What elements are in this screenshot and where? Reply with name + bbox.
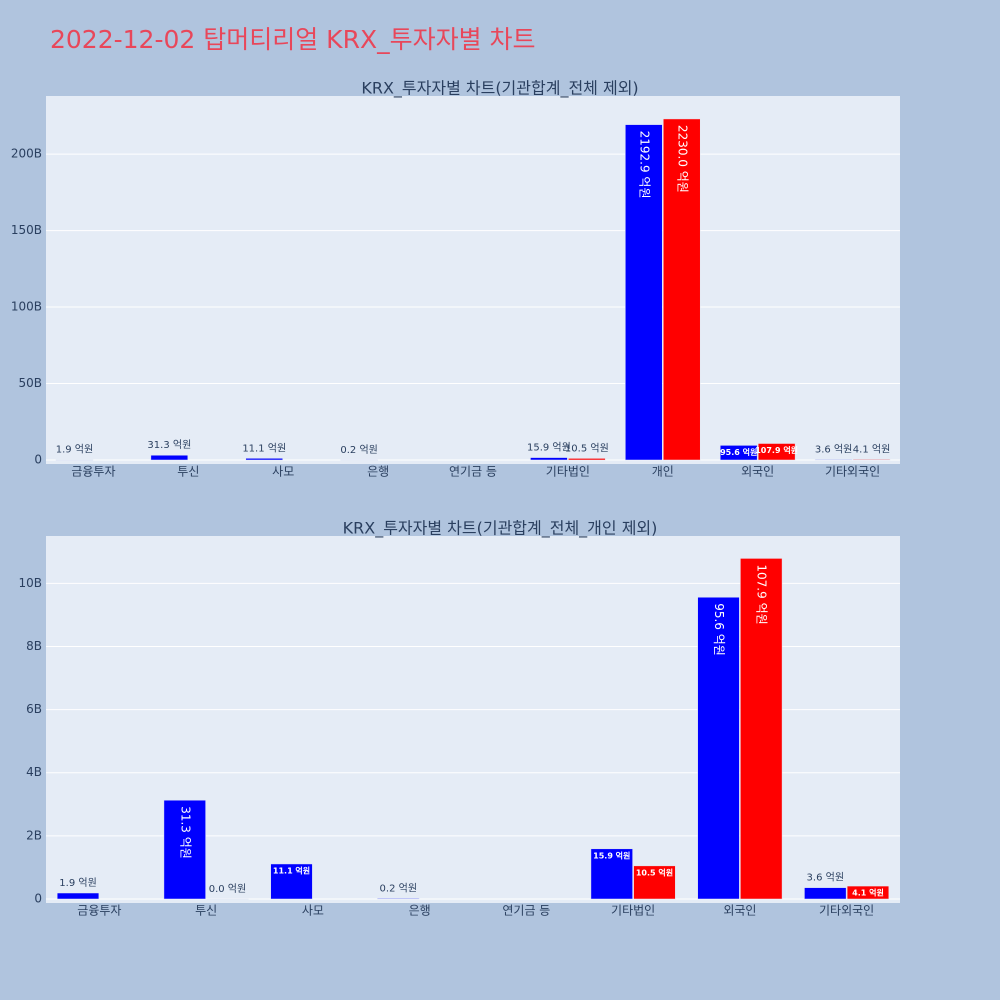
bar [663,118,701,461]
y-tick-label: 2B [26,828,42,842]
y-tick-label: 10B [18,576,42,590]
bar [245,458,283,461]
value-label: 1.9 억원 [59,877,96,889]
value-label: 4.1 억원 [852,888,884,898]
bar [568,458,606,461]
bar [270,863,313,900]
x-tick-label: 사모 [302,904,324,918]
value-label: 15.9 억원 [593,850,630,860]
bar [633,865,676,900]
bar [852,459,891,461]
value-label: 1.9 억원 [56,444,93,456]
y-tick-label: 50B [18,376,42,390]
y-tick-label: 0 [34,892,42,906]
chart-title: KRX_투자자별 차트(기관합계_전체_개인 제외) [343,519,658,539]
x-tick-label: 외국인 [741,465,774,479]
value-label: 107.9 억원 [755,445,798,455]
chart-title: KRX_투자자별 차트(기관합계_전체 제외) [361,79,638,99]
x-tick-label: 연기금 등 [449,465,497,479]
page-title: 2022-12-02 탑머티리얼 KRX_투자자별 차트 [50,25,536,54]
x-tick-label: 연기금 등 [502,904,550,918]
value-label: 10.5 억원 [565,442,609,454]
value-label: 0.2 억원 [340,444,377,456]
x-tick-label: 금융투자 [71,465,115,479]
value-label: 2230.0 억원 [675,125,689,193]
x-tick-label: 개인 [652,465,674,479]
value-label: 3.6 억원 [815,443,852,455]
value-label: 0.2 억원 [380,882,417,894]
value-label: 10.5 억원 [636,867,673,877]
value-label: 11.1 억원 [273,865,310,875]
value-label: 31.3 억원 [147,439,191,451]
value-label: 11.1 억원 [242,442,286,454]
bar [757,443,796,461]
bar [56,892,100,900]
bar [206,898,249,900]
y-tick-label: 8B [26,639,42,653]
x-tick-label: 기타법인 [611,904,655,918]
x-tick-label: 기타외국인 [819,904,874,918]
x-tick-label: 기타법인 [546,465,590,479]
x-tick-label: 사모 [272,465,294,479]
bar [719,445,758,461]
x-tick-label: 투신 [195,904,217,918]
plot-area [46,96,900,464]
y-tick-label: 6B [26,702,42,716]
x-tick-label: 기타외국인 [825,465,880,479]
bar [814,459,853,461]
y-tick-label: 4B [26,765,42,779]
x-tick-label: 은행 [409,903,431,918]
bar [740,558,783,900]
bar [55,459,94,461]
bar [377,898,420,900]
x-tick-label: 외국인 [723,904,756,918]
value-label: 15.9 억원 [527,442,571,454]
x-tick-label: 은행 [367,464,389,479]
value-label: 95.6 억원 [720,447,757,457]
y-tick-label: 150B [11,223,42,237]
x-tick-label: 투신 [177,465,199,479]
y-tick-label: 0 [34,453,42,467]
value-label: 95.6 억원 [712,603,726,656]
bar [625,124,663,461]
y-tick-label: 200B [11,147,42,161]
bar [530,457,568,461]
value-label: 31.3 억원 [178,806,192,859]
value-label: 2192.9 억원 [637,131,651,199]
bar [163,799,206,900]
bar [804,887,847,900]
value-label: 3.6 억원 [807,872,844,884]
value-label: 0.0 억원 [209,883,246,895]
bar [697,596,740,900]
bar [846,885,890,900]
y-tick-label: 100B [11,300,42,314]
bar [340,459,378,461]
x-tick-label: 금융투자 [77,904,121,918]
value-label: 107.9 억원 [755,564,769,624]
bar [150,454,189,461]
value-label: 4.1 억원 [853,443,890,455]
bar [590,848,633,900]
